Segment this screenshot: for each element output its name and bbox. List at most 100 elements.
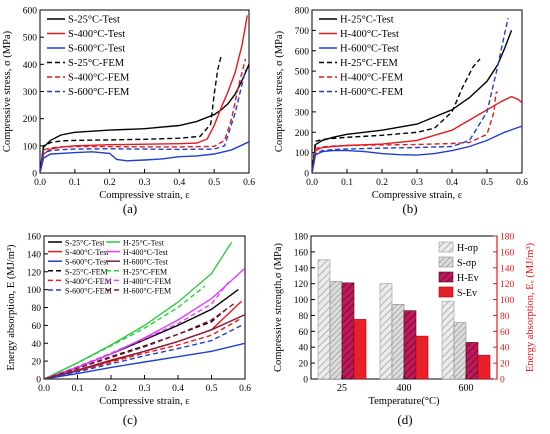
y-tick-label: 0	[304, 170, 309, 180]
x-tick-label: 0.6	[243, 178, 255, 188]
y-tick-label: 20	[32, 358, 42, 368]
panel-label: (d)	[397, 412, 412, 427]
legend-label-s-25-c-test: S-25°C-Test	[65, 239, 105, 248]
legend-label-s-400-c-fem: S-400°C-FEM	[65, 277, 112, 286]
y-tick-label: 500	[23, 34, 38, 44]
series-line-h-600-c-test	[312, 125, 522, 173]
x-axis-label: Temperature(°C)	[368, 396, 440, 407]
series-line-h-25-c-test	[44, 241, 233, 379]
series-line-h-600-c-test	[44, 313, 245, 379]
legend-label-s-600-c-fem: S-600°C-FEM	[68, 87, 130, 98]
y-tick-label: 60	[32, 322, 42, 332]
y-tick-label: 100	[294, 296, 309, 306]
y-tick-label: 120	[294, 280, 309, 290]
x-axis-label: Compressive strain, ε	[99, 396, 190, 407]
series-line-h-600-c-fem	[312, 18, 509, 173]
y-tick-label: 20	[299, 360, 309, 370]
y-axis-label: Compressive stress, σ (MPa)	[2, 30, 13, 152]
y-tick-label: 600	[295, 47, 310, 57]
legend-label-h-600-c-test: H-600°C-Test	[123, 258, 169, 267]
legend-label-s-p: S-σp	[457, 258, 476, 269]
y-tick-label: 120	[27, 268, 42, 278]
legend: H-σp S-σp H-Ev S-Ev	[438, 241, 479, 299]
legend-label-s-25-c-fem: S-25°C-FEM	[65, 267, 108, 276]
y-right-tick-label: 140	[500, 264, 515, 274]
bar-h-p-25	[317, 259, 331, 380]
bar-s-p-25	[329, 280, 343, 380]
legend-label-h-400-c-fem: H-400°C-FEM	[123, 277, 171, 286]
y-tick-label: 200	[23, 115, 38, 125]
series-line-s-600-c-test	[40, 141, 249, 173]
x-tick-label: 0.4	[172, 384, 184, 394]
legend-label-h-25-c-fem: H-25°C-FEM	[123, 267, 167, 276]
y-right-tick-label: 180	[500, 233, 515, 243]
x-tick-label: 0.2	[105, 384, 117, 394]
x-tick-label: 25	[337, 383, 347, 394]
series-line-s-400-c-fem	[40, 58, 247, 173]
legend-label-s-25-c-fem: S-25°C-FEM	[68, 58, 125, 69]
legend-swatch-s-p	[438, 256, 454, 268]
legend-label-h-25-c-test: H-25°C-Test	[340, 15, 394, 26]
y-tick-label: 0	[32, 170, 37, 180]
x-tick-label: 0.3	[411, 178, 423, 188]
y-tick-label: 200	[295, 129, 310, 139]
x-tick-label: 0.2	[104, 178, 116, 188]
x-tick-label: 0.1	[69, 178, 81, 188]
y-tick-label: 40	[299, 344, 309, 354]
legend-label-h-p: H-σp	[457, 243, 478, 254]
series-line-h-400-c-test	[44, 267, 245, 379]
chart-panel-a: 0 100 200 300 400 500 600 0.0 0.1 0.2 0.3 0.4 0.5 0.6…	[2, 7, 255, 217]
series-line-h-600-c-fem	[44, 302, 236, 379]
bar-s-p-400	[391, 304, 405, 380]
bar-h-ev-400	[403, 310, 417, 380]
legend-swatch-h-ev	[438, 271, 454, 283]
y-tick-label: 0	[303, 376, 308, 386]
series-line-s-600-c-fem	[44, 324, 242, 379]
legend: H-25°C-Test H-400°C-Test H-600°C-Test H-25°…	[319, 15, 404, 98]
legend-label-h-400-c-test: H-400°C-Test	[123, 248, 169, 257]
y-right-axis-label: Energy absorption, Eᵥ (MJ/m³)	[525, 242, 536, 372]
x-tick-label: 0.6	[516, 178, 528, 188]
y-tick-label: 180	[294, 233, 309, 243]
y-right-tick-label: 40	[500, 344, 510, 354]
x-tick-label: 600	[459, 383, 474, 394]
series-line-s-25-c-test	[40, 64, 249, 173]
legend-label-h-600-c-fem: H-600°C-FEM	[123, 287, 171, 296]
y-tick-label: 100	[27, 286, 42, 296]
series-line-s-25-c-fem	[40, 56, 222, 173]
y-right-tick-label: 80	[500, 312, 510, 322]
bar-s-p-600	[453, 322, 467, 380]
y-tick-label: 80	[32, 304, 42, 314]
series-line-h-400-c-fem	[312, 91, 499, 173]
series-line-s-600-c-test	[44, 342, 245, 379]
y-tick-label: 160	[27, 233, 42, 243]
series-line-s-400-c-fem	[44, 317, 242, 379]
y-tick-label: 140	[27, 250, 42, 260]
y-right-tick-label: 120	[500, 280, 515, 290]
x-tick-label: 0.4	[446, 178, 458, 188]
x-tick-label: 0.5	[208, 178, 220, 188]
x-tick-label: 0.6	[239, 384, 251, 394]
y-tick-label: 400	[295, 88, 310, 98]
legend-label-h-400-c-fem: H-400°C-FEM	[340, 73, 404, 84]
legend-label-s-600-c-fem: S-600°C-FEM	[65, 287, 112, 296]
x-tick-label: 0.1	[341, 178, 353, 188]
y-tick-label: 700	[295, 27, 310, 37]
panel-label: (a)	[123, 201, 137, 216]
y-tick-label: 140	[294, 264, 309, 274]
legend-label-s-25-c-test: S-25°C-Test	[68, 15, 120, 26]
x-tick-label: 0.0	[306, 178, 318, 188]
y-tick-label: 300	[23, 88, 38, 98]
bar-s-ev-400	[415, 335, 429, 380]
y-axis-label: Energy absorption, E (MJ/m³)	[6, 244, 17, 371]
legend-label-h-400-c-test: H-400°C-Test	[340, 29, 399, 40]
panel-label: (b)	[402, 201, 417, 216]
legend-label-s-400-c-test: S-400°C-Test	[65, 248, 109, 257]
y-right-tick-label: 160	[500, 248, 515, 258]
y-right-tick-label: 60	[500, 328, 510, 338]
x-tick-label: 0.4	[173, 178, 185, 188]
y-tick-label: 100	[295, 149, 310, 159]
series-line-s-600-c-fem	[40, 69, 247, 173]
y-tick-label: 300	[295, 108, 310, 118]
